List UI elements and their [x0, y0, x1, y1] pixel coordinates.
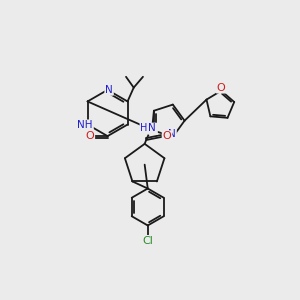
Text: O: O: [217, 82, 226, 93]
Text: N: N: [168, 129, 176, 139]
Text: Cl: Cl: [142, 236, 153, 246]
Text: O: O: [163, 131, 171, 141]
Text: O: O: [85, 131, 94, 141]
Text: H: H: [140, 124, 148, 134]
Text: N: N: [105, 85, 113, 95]
Text: NH: NH: [77, 120, 93, 130]
Text: N: N: [149, 124, 157, 134]
Text: N: N: [148, 124, 156, 134]
